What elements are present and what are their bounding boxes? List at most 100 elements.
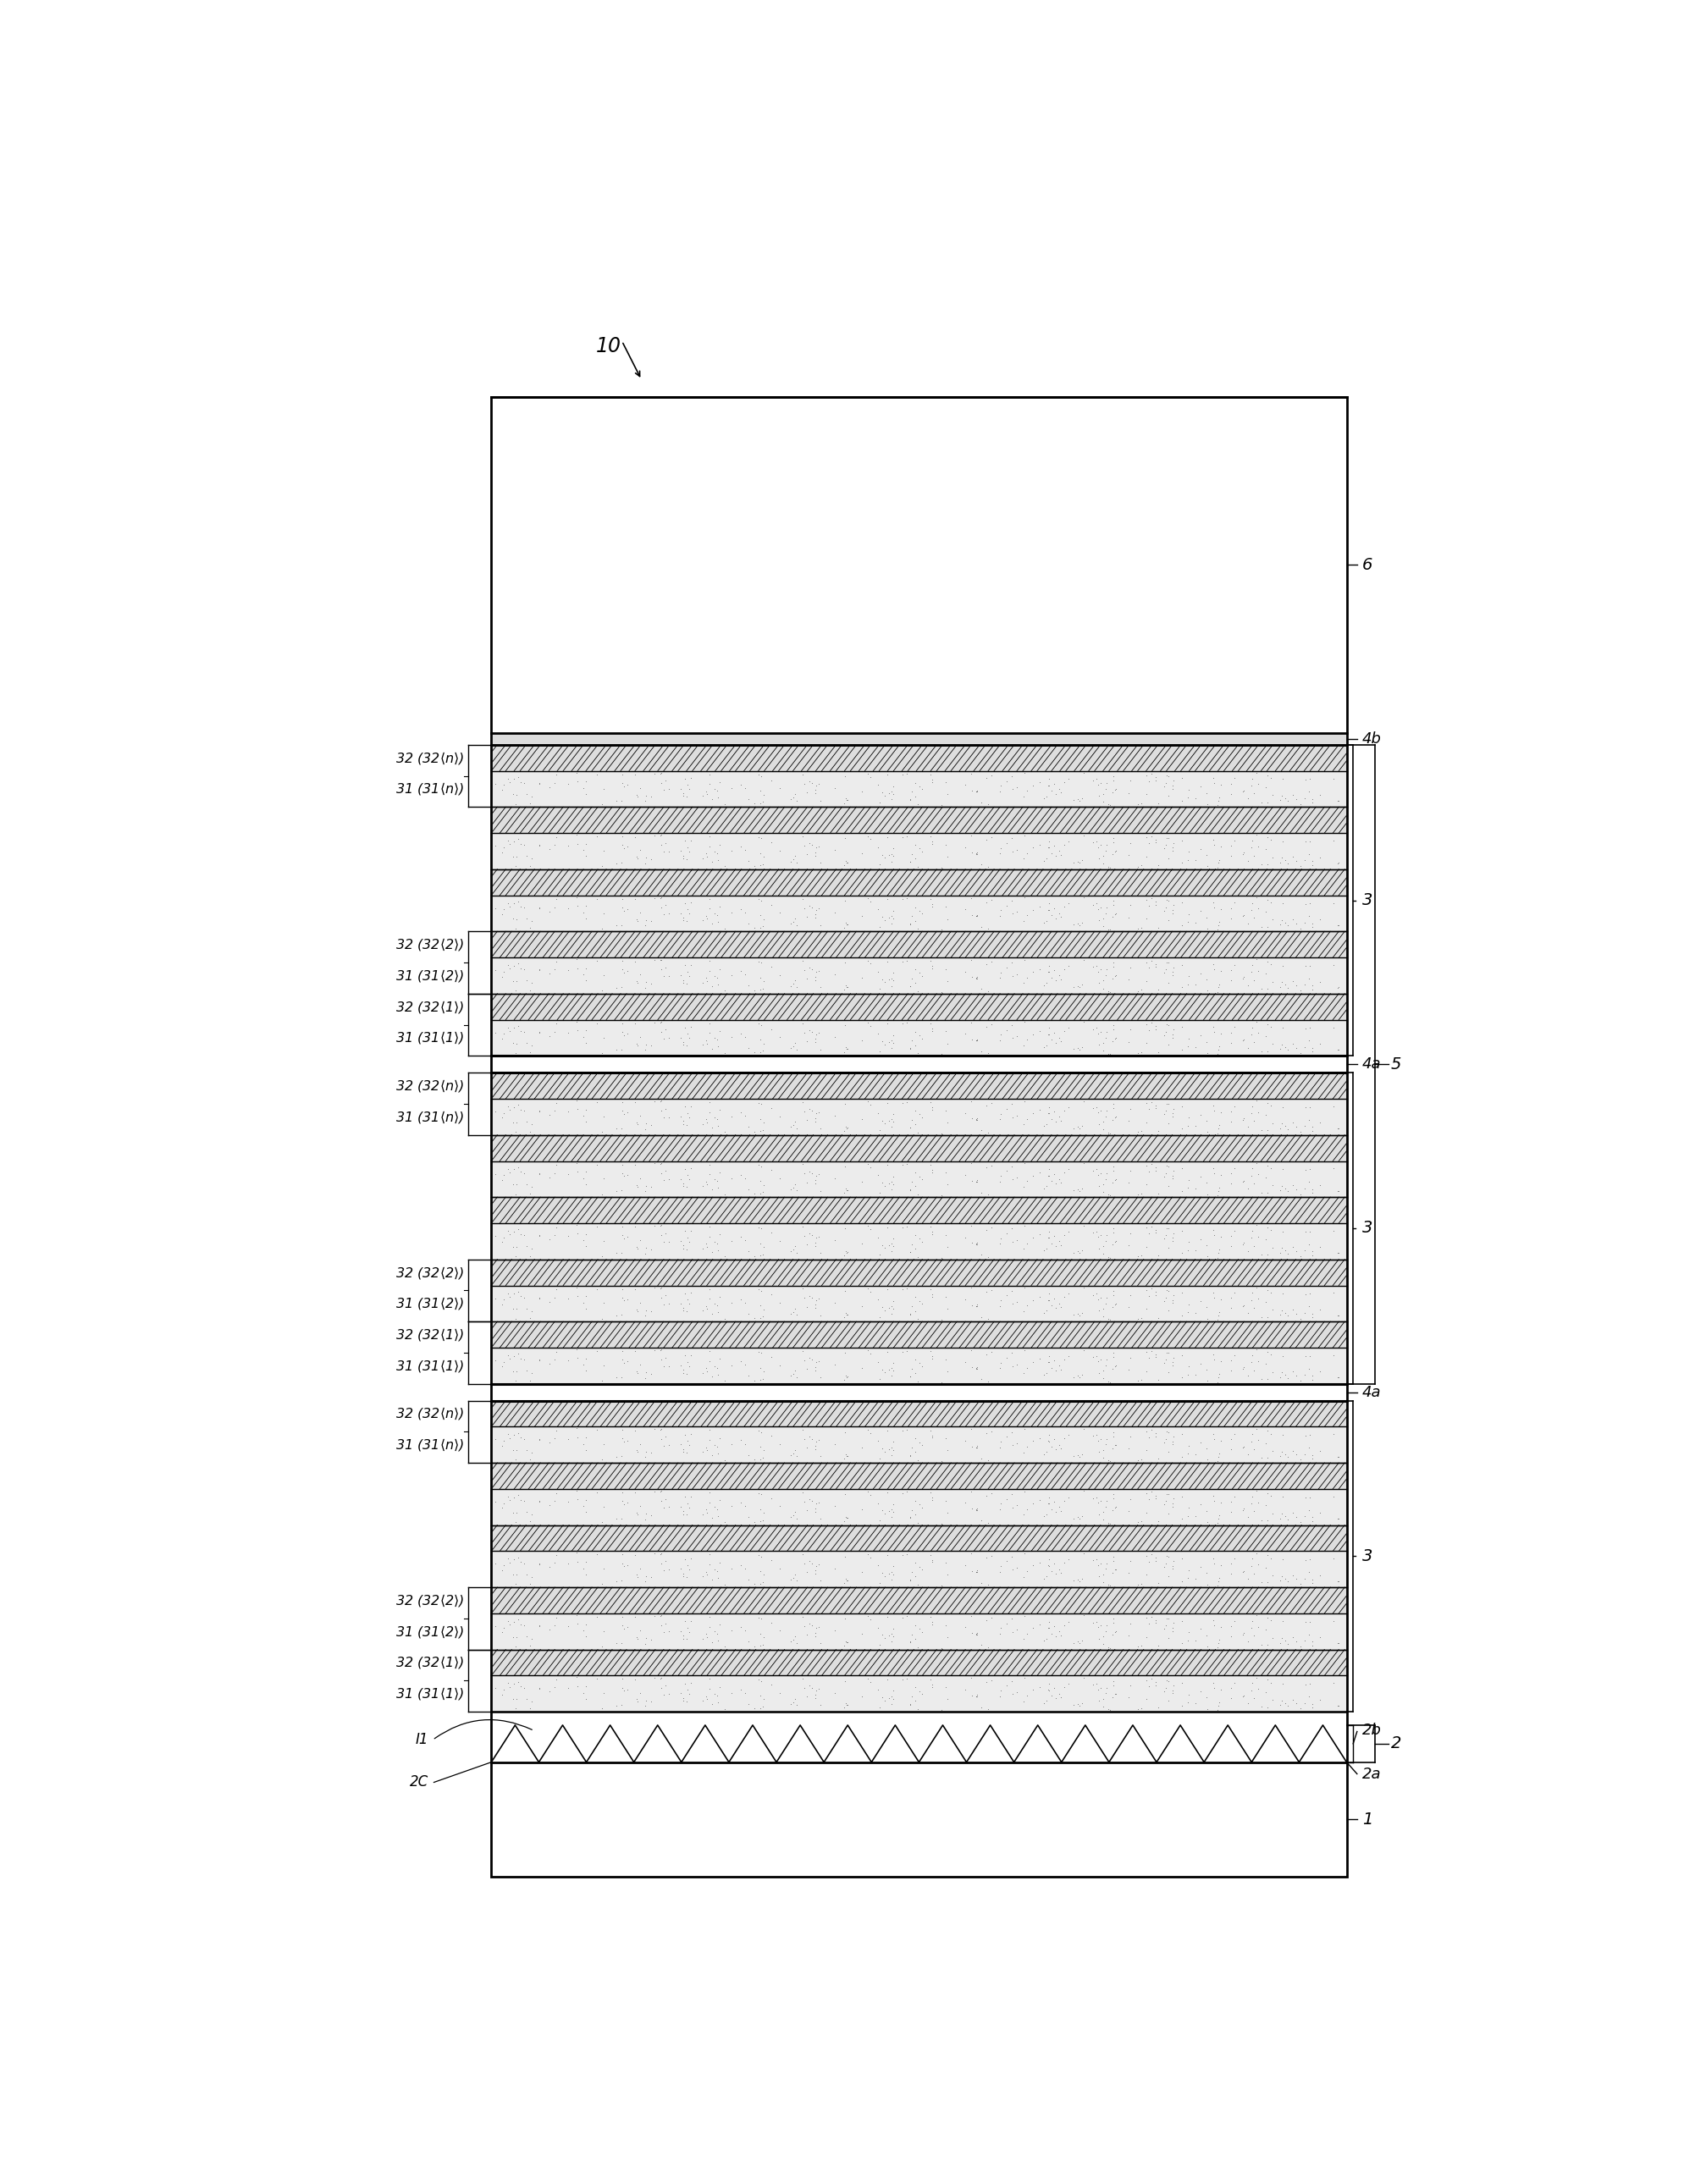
Point <box>962 1679 989 1714</box>
Point <box>1174 904 1201 939</box>
Point <box>1282 1109 1308 1144</box>
Point <box>879 963 906 998</box>
Point <box>648 756 675 791</box>
Point <box>790 1210 817 1245</box>
Point <box>1287 1177 1314 1212</box>
Point <box>1095 1035 1122 1070</box>
Point <box>706 1013 733 1048</box>
Point <box>918 1278 945 1313</box>
Point <box>1135 1607 1162 1642</box>
Point <box>626 771 653 806</box>
Point <box>951 1282 978 1317</box>
Point <box>1273 1236 1300 1271</box>
Point <box>490 1424 517 1459</box>
Point <box>977 1210 1004 1245</box>
Point <box>697 1500 724 1535</box>
Point <box>704 904 731 939</box>
Point <box>918 1013 945 1048</box>
Point <box>1187 1160 1214 1195</box>
Point <box>896 782 923 817</box>
Point <box>832 821 859 856</box>
Point <box>1093 1219 1120 1254</box>
Point <box>749 1503 776 1538</box>
Point <box>1246 1503 1273 1538</box>
Point <box>1026 1669 1052 1704</box>
Point <box>1100 826 1127 860</box>
Point <box>896 1031 923 1066</box>
Point <box>734 968 761 1002</box>
Point <box>749 784 776 819</box>
Point <box>1083 1666 1110 1701</box>
Point <box>1238 1666 1265 1701</box>
Point <box>652 1216 679 1251</box>
Point <box>906 1424 933 1459</box>
Point <box>1273 1564 1300 1599</box>
Point <box>1142 1090 1169 1125</box>
Point <box>872 1334 899 1369</box>
Point <box>554 1422 581 1457</box>
Point <box>1192 1679 1219 1714</box>
Point <box>893 819 919 854</box>
Point <box>790 1607 817 1642</box>
Point <box>495 828 522 863</box>
Point <box>1143 972 1170 1007</box>
Point <box>781 1230 808 1265</box>
Point <box>608 1173 635 1208</box>
Point <box>908 1101 935 1136</box>
Point <box>1194 974 1221 1009</box>
Point <box>1325 1439 1352 1474</box>
Point <box>780 780 807 815</box>
Point <box>832 1173 859 1208</box>
Point <box>749 1361 776 1396</box>
Point <box>647 1483 674 1518</box>
Point <box>781 1166 808 1201</box>
Point <box>1325 1173 1352 1208</box>
Point <box>1093 1155 1120 1190</box>
Point <box>717 1348 744 1382</box>
Point <box>1054 823 1081 858</box>
Point <box>931 889 958 924</box>
Point <box>1150 1487 1177 1522</box>
Point <box>901 1621 928 1655</box>
Point <box>901 1029 928 1064</box>
Point <box>502 1105 529 1140</box>
Point <box>647 1005 674 1040</box>
Text: 31 (31$\langle$1$\rangle$): 31 (31$\langle$1$\rangle$) <box>394 1358 463 1374</box>
Point <box>1271 843 1298 878</box>
Point <box>697 1234 724 1269</box>
Point <box>1037 1616 1064 1651</box>
Point <box>695 943 722 978</box>
Point <box>1207 954 1234 989</box>
Point <box>1266 1173 1293 1208</box>
Point <box>1041 767 1068 802</box>
Point <box>893 880 919 915</box>
Point <box>963 1679 990 1714</box>
Point <box>677 1009 704 1044</box>
Point <box>608 1671 635 1706</box>
Point <box>1155 1149 1182 1184</box>
Point <box>1207 1094 1234 1129</box>
Point <box>864 1158 891 1192</box>
Point <box>495 1420 522 1455</box>
Point <box>525 952 552 987</box>
Point <box>1046 1489 1073 1524</box>
Point <box>1174 1356 1201 1391</box>
Point <box>847 1555 874 1590</box>
Point <box>1019 769 1046 804</box>
Point <box>1246 1361 1273 1396</box>
Point <box>655 959 682 994</box>
Point <box>1133 1682 1160 1717</box>
Point <box>985 1101 1012 1136</box>
Point <box>918 950 945 985</box>
Point <box>569 1675 596 1710</box>
Point <box>1101 895 1128 930</box>
Point <box>1037 1428 1064 1463</box>
Point <box>1239 1679 1266 1714</box>
Point <box>962 898 989 933</box>
Point <box>1064 968 1091 1002</box>
Point <box>1069 1474 1096 1509</box>
Text: 31 (31$\langle$1$\rangle$): 31 (31$\langle$1$\rangle$) <box>394 1029 463 1046</box>
Point <box>695 1546 722 1581</box>
Point <box>510 1280 537 1315</box>
Point <box>1135 1669 1162 1704</box>
